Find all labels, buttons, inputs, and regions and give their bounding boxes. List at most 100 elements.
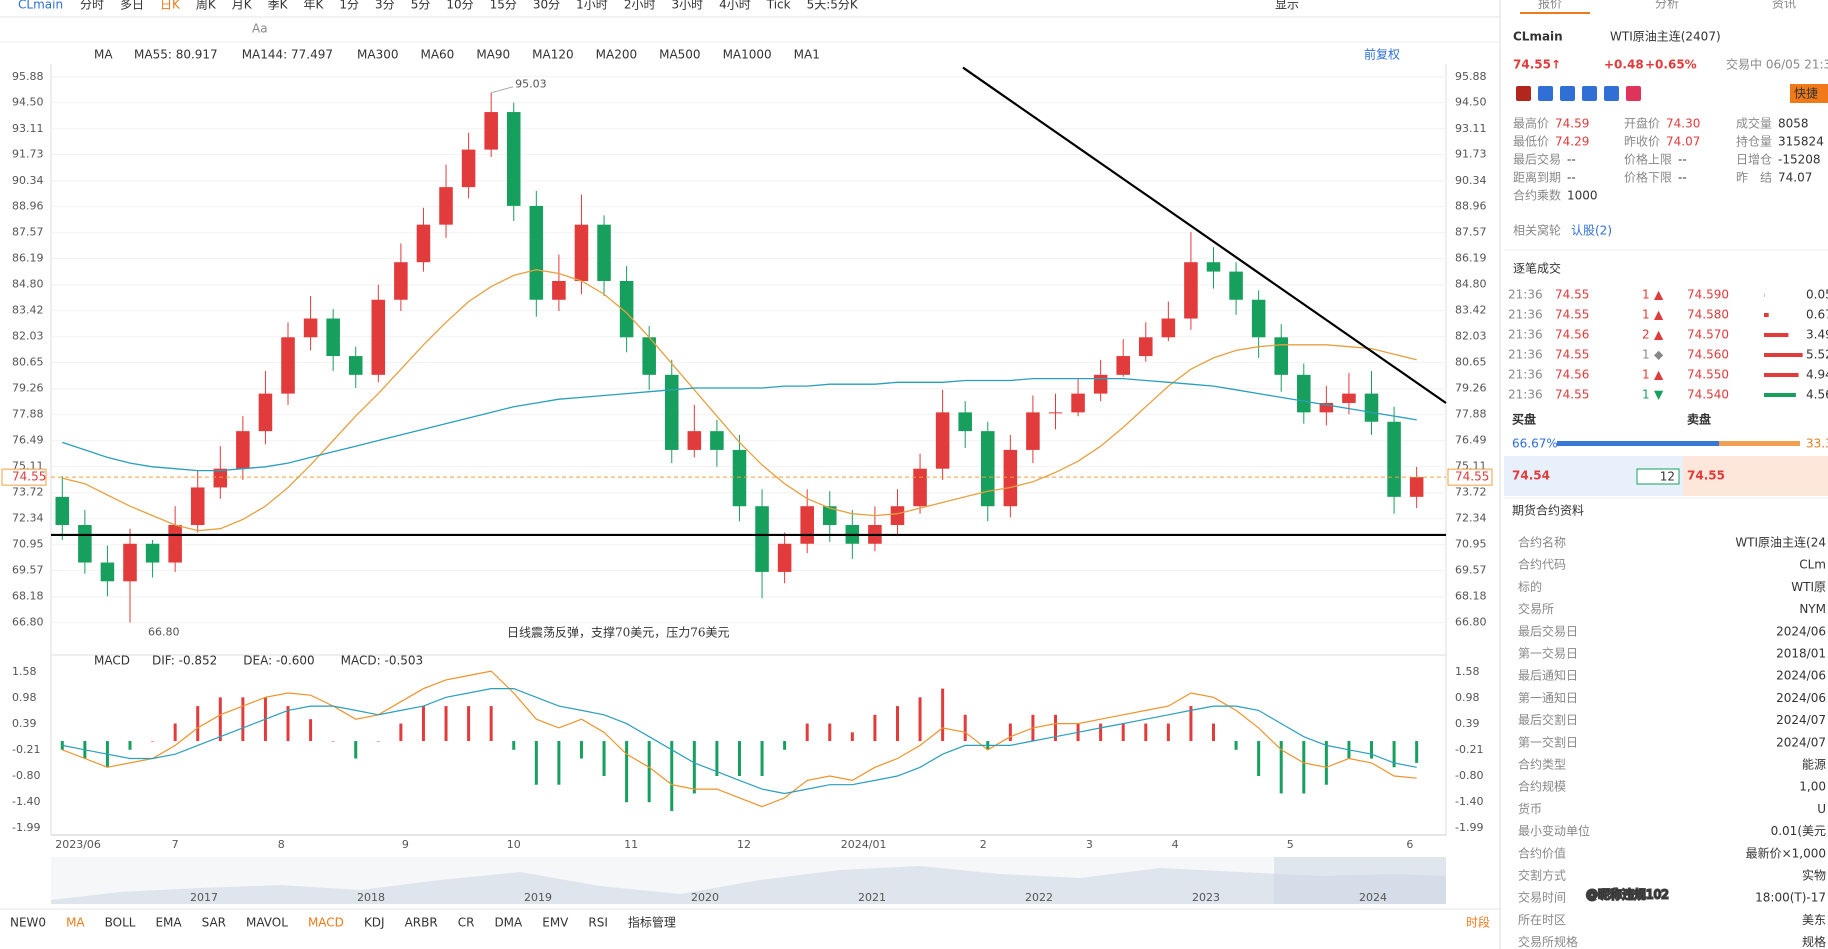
adjust-toggle[interactable]: 前复权 xyxy=(1364,47,1400,62)
period-tab[interactable]: 30分 xyxy=(533,0,560,12)
period-tab[interactable]: 1小时 xyxy=(576,0,608,12)
legend-label[interactable]: MACD xyxy=(94,654,130,668)
legend-entry-inactive[interactable]: MA120 xyxy=(532,48,573,62)
period-tab[interactable]: 季K xyxy=(268,0,289,12)
x-tick-label: 6 xyxy=(1406,838,1413,851)
period-tab[interactable]: 15分 xyxy=(490,0,517,12)
period-tab[interactable]: 分时 xyxy=(80,0,104,12)
period-tab[interactable]: 3分 xyxy=(375,0,395,12)
indicator-tab[interactable]: ARBR xyxy=(405,916,438,930)
legend-entry[interactable]: MA144: 77.497 xyxy=(242,48,333,62)
time-period[interactable]: 时段 xyxy=(1466,915,1490,930)
quick-trade[interactable]: 快捷 xyxy=(1794,87,1818,101)
macd-line xyxy=(62,688,1417,795)
period-tab[interactable]: 5天:5分K xyxy=(807,0,859,12)
indicator-tab[interactable]: MA xyxy=(66,916,85,930)
contract-value: 2024/06 xyxy=(1776,691,1826,705)
trade-qty: 1 xyxy=(1642,348,1650,362)
indicator-tab[interactable]: SAR xyxy=(202,916,226,930)
period-tab[interactable]: 年K xyxy=(304,0,325,12)
indicator-tab[interactable]: RSI xyxy=(588,916,608,930)
legend-label[interactable]: MA xyxy=(94,48,113,62)
candle-body xyxy=(958,412,972,432)
candle-body xyxy=(1071,393,1085,413)
legend-entry[interactable]: MACD: -0.503 xyxy=(341,654,424,668)
indicator-tab[interactable]: NEW0 xyxy=(10,916,46,930)
feature-icon[interactable] xyxy=(1538,86,1553,101)
indicator-tab[interactable]: MACD xyxy=(308,916,344,930)
indicator-tab[interactable]: 指标管理 xyxy=(628,915,676,930)
legend-entry-inactive[interactable]: MA500 xyxy=(659,48,700,62)
display-menu[interactable]: 显示 xyxy=(1275,0,1299,12)
contract-value: WTI原油主连(24 xyxy=(1735,535,1826,550)
trade-volume: 0.67 xyxy=(1806,308,1828,322)
feature-icon[interactable] xyxy=(1626,86,1641,101)
period-tab[interactable]: 周K xyxy=(196,0,217,12)
candle-body xyxy=(1387,421,1401,497)
period-tab[interactable]: 5分 xyxy=(411,0,431,12)
legend-entry[interactable]: DEA: -0.600 xyxy=(243,654,314,668)
quick-trade-button[interactable] xyxy=(1790,84,1828,103)
macd-bar xyxy=(1144,723,1148,742)
x-tick-label: 5 xyxy=(1287,838,1294,851)
period-tab[interactable]: Tick xyxy=(766,0,791,12)
panel-tab[interactable]: 报价 xyxy=(1538,0,1562,11)
period-tab[interactable]: 2小时 xyxy=(624,0,656,12)
stat-value: 74.59 xyxy=(1555,117,1589,131)
panel-tab[interactable]: 分析 xyxy=(1655,0,1679,11)
indicator-tab[interactable]: EMV xyxy=(542,916,569,930)
candle-body xyxy=(1229,271,1243,300)
y-tick-label: 77.88 xyxy=(1455,408,1487,421)
indicator-tab[interactable]: CR xyxy=(458,916,475,930)
macd-bar xyxy=(715,741,719,777)
bid-label: 买盘 xyxy=(1512,412,1536,427)
period-tab[interactable]: 10分 xyxy=(446,0,473,12)
candle-body xyxy=(822,506,837,525)
candle-body xyxy=(664,374,679,450)
contract-value: 最新价×1,000 xyxy=(1746,845,1826,860)
feature-icon[interactable] xyxy=(1604,86,1619,101)
indicator-tab[interactable]: EMA xyxy=(155,916,182,930)
legend-entry-inactive[interactable]: MA90 xyxy=(476,48,510,62)
indicator-tab[interactable]: KDJ xyxy=(364,916,385,930)
legend-entry-inactive[interactable]: MA1000 xyxy=(723,48,772,62)
volume-bar xyxy=(1764,393,1796,397)
legend-entry-inactive[interactable]: MA1 xyxy=(794,48,820,62)
period-tab[interactable]: 月K xyxy=(232,0,253,12)
indicator-tab[interactable]: BOLL xyxy=(105,916,136,930)
contract-label: 所在时区 xyxy=(1518,913,1566,927)
contract-value: 0.01(美元 xyxy=(1771,824,1826,838)
y-tick-label: 90.34 xyxy=(12,174,44,187)
feature-icon[interactable] xyxy=(1516,86,1531,101)
legend-entry[interactable]: MA55: 80.917 xyxy=(134,48,218,62)
period-tab[interactable]: 3小时 xyxy=(671,0,703,12)
bid-price: 74.54 xyxy=(1512,469,1550,483)
indicator-tab[interactable]: DMA xyxy=(494,916,523,930)
indicator-tab[interactable]: MAVOL xyxy=(246,916,288,930)
candle-body xyxy=(123,543,137,582)
y-tick-label: -0.80 xyxy=(1455,769,1483,782)
period-tab[interactable]: 日K xyxy=(160,0,181,12)
legend-entry-inactive[interactable]: MA60 xyxy=(420,48,454,62)
macd-bar xyxy=(1370,741,1374,759)
period-tab[interactable]: 多日 xyxy=(120,0,144,12)
y-tick-label: 69.57 xyxy=(12,564,44,577)
symbol[interactable]: CLmain xyxy=(18,0,63,12)
stat-value: 74.07 xyxy=(1666,135,1700,149)
x-tick-label: 3 xyxy=(1086,838,1093,851)
period-tab[interactable]: 4小时 xyxy=(719,0,751,12)
feature-icon[interactable] xyxy=(1582,86,1597,101)
legend-entry-inactive[interactable]: MA200 xyxy=(596,48,637,62)
y-tick-label: 80.65 xyxy=(1455,356,1487,369)
panel-tab[interactable]: 资讯 xyxy=(1772,0,1796,11)
feature-icon[interactable] xyxy=(1560,86,1575,101)
legend-entry[interactable]: DIF: -0.852 xyxy=(152,654,217,668)
period-tab[interactable]: 1分 xyxy=(339,0,359,12)
text-tool[interactable]: Aa xyxy=(252,22,268,36)
macd-bar xyxy=(1302,741,1306,794)
related-link[interactable]: 认股(2) xyxy=(1571,224,1612,238)
navigator-window[interactable] xyxy=(1274,857,1446,904)
legend-entry-inactive[interactable]: MA300 xyxy=(357,48,398,62)
macd-bar xyxy=(196,706,200,742)
x-tick-label: 8 xyxy=(278,838,285,851)
